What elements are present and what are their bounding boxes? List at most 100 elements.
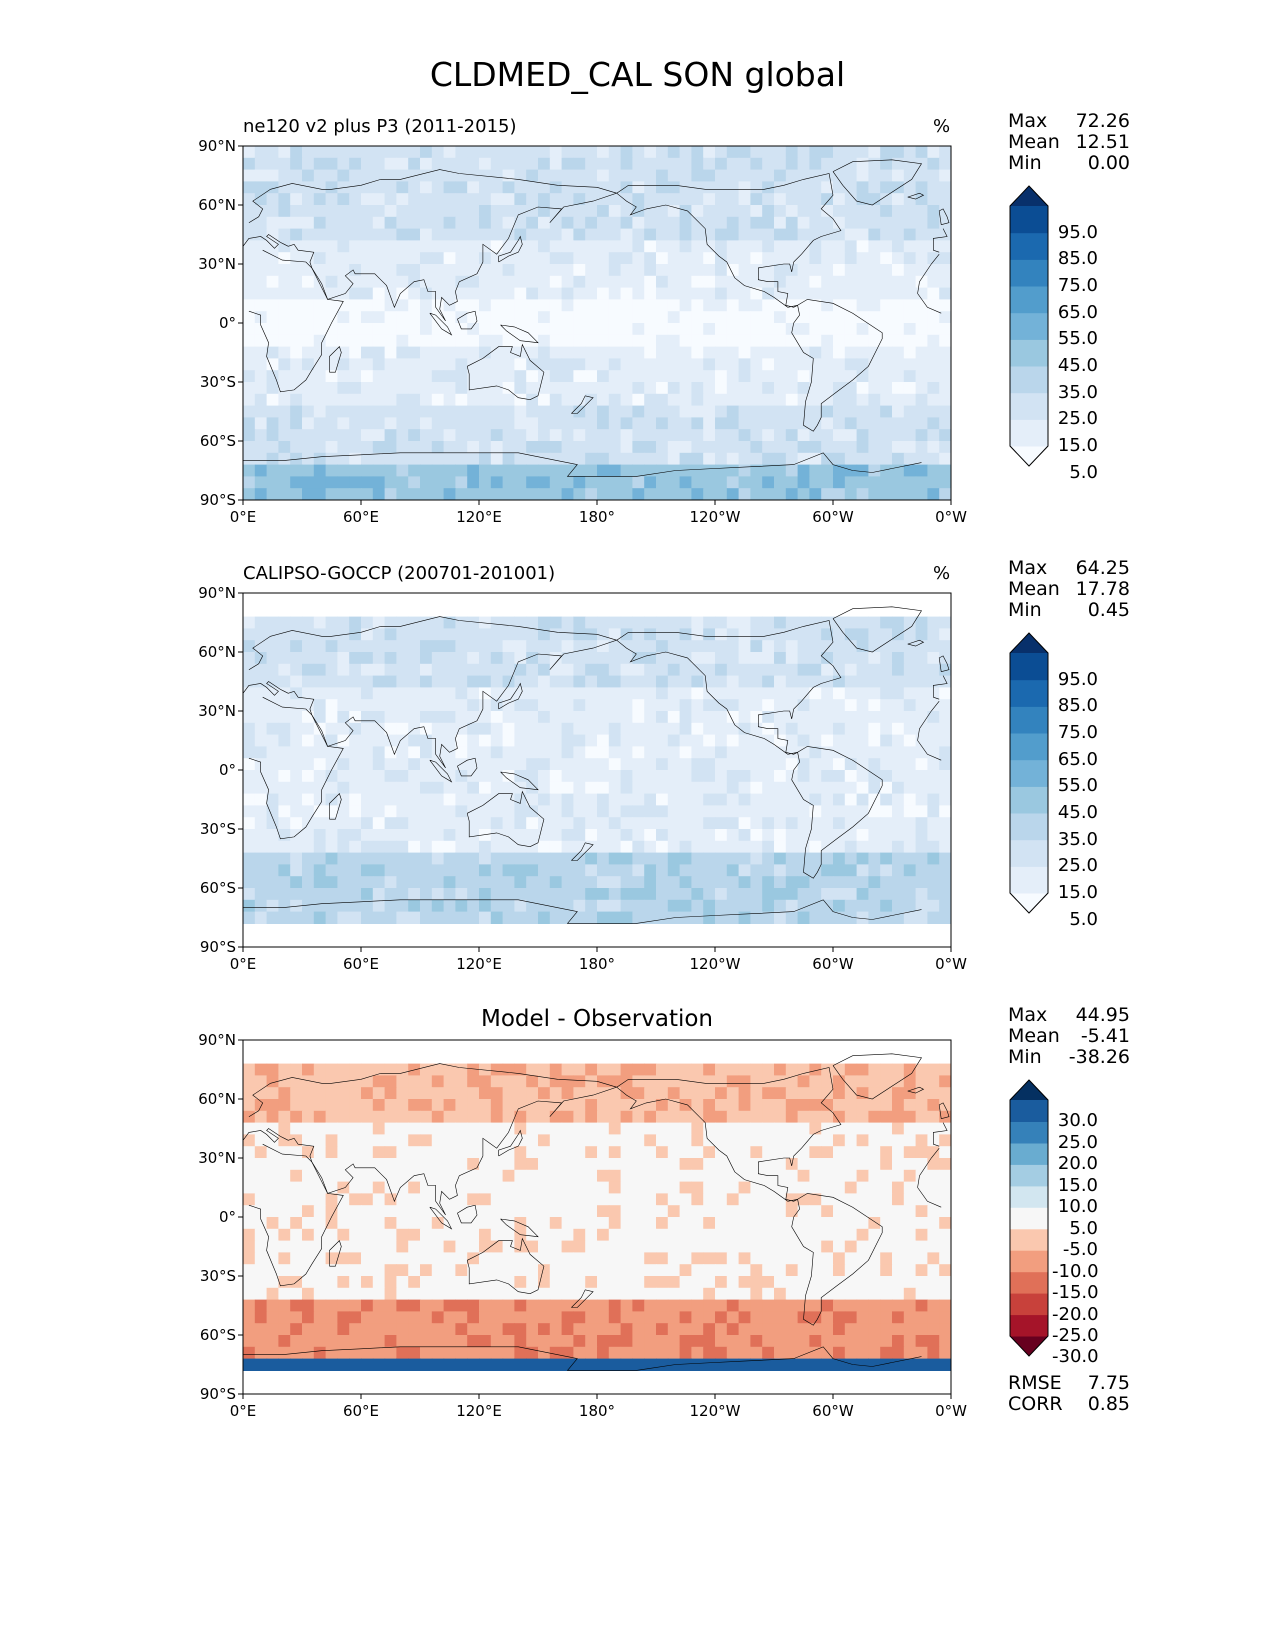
- stat-max: Max 72.26: [1008, 110, 1130, 132]
- lon-tick-label: 120°W: [689, 508, 741, 526]
- colorbar-label: 75.0: [1057, 275, 1098, 296]
- colorbar-label: 95.0: [1057, 221, 1098, 243]
- colorbar-label: 45.0: [1057, 355, 1098, 376]
- stat-value: 12.51: [1075, 131, 1130, 153]
- lat-tick-label: 30°S: [199, 373, 236, 391]
- lon-tick-label: 180°: [578, 955, 616, 973]
- stat-label: Min: [1008, 599, 1042, 621]
- panel-title: Model - Observation: [480, 1006, 714, 1032]
- lat-tick-label: 90°N: [198, 137, 236, 155]
- lon-tick-label: 120°E: [456, 955, 502, 973]
- colorbar-label: -30.0: [1052, 1346, 1099, 1368]
- stat-value: -5.41: [1080, 1025, 1130, 1047]
- colorbar-swatch: [1010, 1314, 1048, 1337]
- stat-value: 64.25: [1075, 557, 1130, 579]
- stat-label: Max: [1008, 110, 1048, 132]
- lon-tick-label: 60°E: [342, 508, 380, 526]
- colorbar-swatch: [1010, 653, 1048, 681]
- colorbar-extend-low: [1010, 1336, 1048, 1356]
- lon-tick-label: 60°W: [812, 1402, 854, 1420]
- colorbar-swatch: [1010, 1293, 1048, 1316]
- lon-tick-label: 60°W: [812, 508, 854, 526]
- colorbar-label: 55.0: [1057, 775, 1098, 797]
- colorbar-label: 45.0: [1057, 802, 1098, 823]
- stat-rmse: RMSE 7.75: [1008, 1372, 1130, 1394]
- lat-tick-label: 90°S: [199, 1385, 236, 1403]
- colorbar-swatch: [1010, 1185, 1048, 1208]
- lat-tick-label: 30°N: [198, 702, 236, 720]
- colorbar-swatch: [1010, 232, 1048, 260]
- stat-min: Min 0.00: [1008, 152, 1130, 174]
- colorbar-swatch: [1010, 286, 1048, 314]
- stat-mean: Mean -5.41: [1008, 1025, 1130, 1047]
- colorbar-swatch: [1010, 866, 1048, 894]
- colorbar-label: 75.0: [1057, 722, 1098, 743]
- obs-map: [238, 592, 952, 952]
- colorbar-swatch: [1010, 1100, 1048, 1122]
- colorbar-swatch: [1010, 1271, 1048, 1294]
- lon-tick-label: 0°W: [935, 1402, 967, 1420]
- stat-label: RMSE: [1008, 1372, 1062, 1394]
- colorbar-label: -10.0: [1052, 1260, 1099, 1282]
- colorbar-label: 65.0: [1057, 301, 1098, 323]
- stat-value: 0.00: [1087, 152, 1130, 174]
- model-map: [238, 145, 952, 505]
- stat-max: Max 64.25: [1008, 557, 1130, 579]
- colorbar-label: 85.0: [1057, 695, 1098, 717]
- lat-tick-label: 0°: [218, 761, 236, 779]
- lat-tick-label: 30°N: [198, 1149, 236, 1167]
- lat-tick-label: 60°S: [199, 1326, 236, 1344]
- lat-tick-label: 0°: [218, 314, 236, 332]
- colorbar-label: 5.0: [1069, 908, 1098, 930]
- stat-label: CORR: [1008, 1393, 1063, 1415]
- stat-mean: Mean 12.51: [1008, 131, 1130, 153]
- colorbar-label: -15.0: [1052, 1282, 1099, 1304]
- colorbar-label: 10.0: [1057, 1196, 1098, 1218]
- colorbar-label: 15.0: [1057, 1174, 1098, 1196]
- colorbar-label: 30.0: [1057, 1110, 1098, 1132]
- colorbar-label: 5.0: [1069, 1217, 1098, 1239]
- colorbar-swatch: [1010, 1250, 1048, 1273]
- stat-label: Mean: [1008, 578, 1060, 600]
- lat-tick-label: 60°N: [198, 196, 236, 214]
- lat-tick-label: 30°N: [198, 255, 236, 273]
- colorbar-label: 55.0: [1057, 328, 1098, 350]
- colorbar-swatch: [1010, 312, 1048, 340]
- colorbar-extend-high: [1010, 186, 1048, 206]
- stat-mean: Mean 17.78: [1008, 578, 1130, 600]
- colorbar-swatch: [1010, 813, 1048, 841]
- colorbar-label: 25.0: [1057, 408, 1098, 430]
- colorbar-swatch: [1010, 786, 1048, 814]
- lat-tick-label: 60°N: [198, 643, 236, 661]
- lon-tick-label: 180°: [578, 1402, 616, 1420]
- colorbar-swatch: [1010, 366, 1048, 394]
- colorbar-label: 25.0: [1057, 1131, 1098, 1153]
- lon-tick-label: 120°E: [456, 1402, 502, 1420]
- lon-tick-label: 60°E: [342, 1402, 380, 1420]
- colorbar-label: -25.0: [1052, 1325, 1099, 1346]
- lat-tick-label: 90°N: [198, 1031, 236, 1049]
- lon-tick-label: 0°E: [229, 1402, 257, 1420]
- stat-min: Min -38.26: [1008, 1046, 1130, 1068]
- colorbar-swatch: [1010, 1207, 1048, 1230]
- colorbar-label: 5.0: [1069, 461, 1098, 483]
- colorbar-label: 85.0: [1057, 248, 1098, 270]
- lat-tick-label: 0°: [218, 1208, 236, 1226]
- colorbar-swatch: [1010, 339, 1048, 367]
- lat-tick-label: 90°N: [198, 584, 236, 602]
- stat-min: Min 0.45: [1008, 599, 1130, 621]
- colorbar-label: 35.0: [1057, 828, 1098, 850]
- colorbar-extend-high: [1010, 1080, 1048, 1100]
- panel-title: ne120 v2 plus P3 (2011-2015): [243, 116, 517, 137]
- stat-value: 0.85: [1087, 1393, 1130, 1415]
- stat-label: Min: [1008, 152, 1042, 174]
- lat-tick-label: 60°S: [199, 432, 236, 450]
- colorbar-swatch: [1010, 259, 1048, 287]
- stat-value: 17.78: [1075, 578, 1130, 600]
- colorbar-label: 65.0: [1057, 748, 1098, 770]
- stat-label: Max: [1008, 1004, 1048, 1026]
- colorbar-swatch: [1010, 206, 1048, 234]
- obs-colorbar: [1009, 632, 1049, 914]
- stat-value: 72.26: [1075, 110, 1130, 132]
- colorbar-label: 15.0: [1057, 435, 1098, 456]
